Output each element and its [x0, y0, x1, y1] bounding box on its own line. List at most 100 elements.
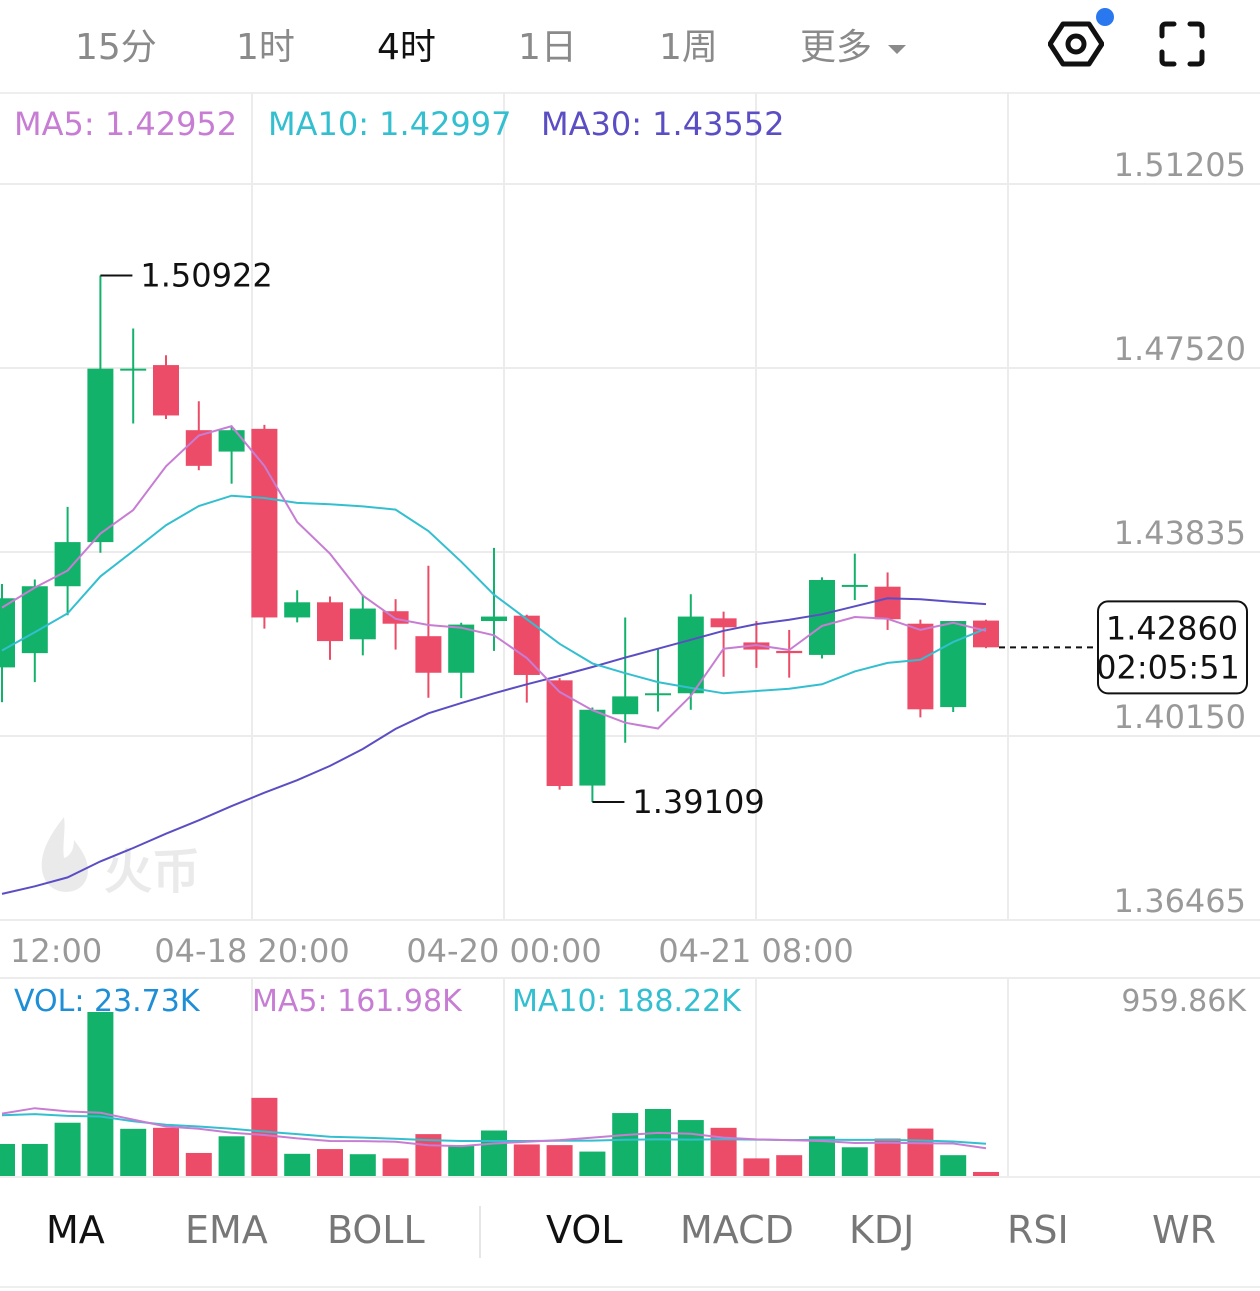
indicator-tab-wr[interactable]: WR [1152, 1208, 1216, 1252]
candle [579, 707, 606, 803]
settings-gear-icon [1047, 21, 1105, 67]
candle [153, 355, 179, 420]
timeframe-tab-1w[interactable]: 1周 [659, 27, 718, 68]
candle [645, 649, 671, 712]
timeframe-more-dropdown[interactable]: 更多 [800, 18, 907, 70]
indicator-tab-boll[interactable]: BOLL [327, 1208, 425, 1252]
settings-button[interactable] [1047, 16, 1105, 72]
candle-body [612, 696, 639, 715]
candle [284, 590, 311, 623]
volume-bar [382, 1158, 409, 1176]
volume-bar [317, 1149, 343, 1176]
volume-ma10-line [1, 1113, 987, 1145]
candle [710, 611, 737, 677]
ma5-legend: MA5: 1.42952 [14, 105, 237, 143]
volume-bar [809, 1136, 835, 1176]
candle [251, 424, 278, 629]
watermark-text: 火币 [104, 844, 200, 900]
countdown-label: 02:05:51 [1096, 648, 1240, 686]
volume-bar [973, 1171, 999, 1176]
candle-body [907, 623, 934, 710]
indicator-tab-macd[interactable]: MACD [680, 1208, 794, 1252]
volume-bar [349, 1154, 376, 1176]
candle-body [841, 584, 868, 587]
timeframe-tab-15m[interactable]: 15分 [75, 27, 157, 68]
vol-max-label: 959.86K [1121, 984, 1247, 1019]
volume-bar [940, 1155, 967, 1176]
candle [120, 328, 147, 424]
candle [841, 553, 868, 601]
ma10-legend: MA10: 1.42997 [268, 105, 512, 143]
timeframe-tab-4h[interactable]: 4时 [377, 27, 436, 68]
volume-bar [153, 1127, 179, 1176]
candlestick-chart[interactable]: 火币 MA5: 1.42952 MA10: 1.42997 MA30: 1.43… [0, 92, 1260, 1176]
candle-body [120, 368, 147, 371]
low-price-label: 1.39109 [632, 783, 764, 821]
price-axis-label: 1.36465 [1114, 882, 1246, 920]
volume-bar [677, 1120, 704, 1176]
indicator-tab-ma[interactable]: MA [46, 1208, 105, 1252]
candle [907, 619, 934, 718]
candle-body [874, 586, 901, 620]
volume-bar [907, 1128, 934, 1176]
ma30-line [1, 597, 987, 895]
price-axis-label: 1.40150 [1114, 698, 1246, 736]
current-price-box: 1.42860 02:05:51 [1096, 600, 1248, 695]
candle [481, 547, 507, 651]
candle [87, 275, 114, 553]
vol-ma5-legend: MA5: 161.98K [252, 984, 463, 1019]
fullscreen-button[interactable] [1156, 18, 1208, 70]
candle-body [809, 580, 835, 655]
candle-body [415, 636, 442, 673]
volume-bar [612, 1113, 639, 1176]
candle [546, 678, 573, 790]
candle [809, 577, 835, 659]
indicator-tab-ema[interactable]: EMA [185, 1208, 268, 1252]
candle-body [940, 621, 967, 708]
candle-body [153, 365, 179, 416]
candle-body [710, 618, 737, 628]
volume-bar [579, 1151, 606, 1176]
volume-bar [251, 1097, 278, 1176]
time-axis-label: 12:00 [10, 932, 102, 970]
time-axis-label: 04-21 08:00 [658, 932, 853, 970]
timeframe-tab-1h[interactable]: 1时 [236, 27, 295, 68]
candle [21, 579, 48, 683]
fullscreen-icon [1159, 21, 1205, 67]
price-axis-label: 1.51205 [1114, 146, 1246, 184]
volume-bar [284, 1153, 311, 1176]
volume-bar [448, 1145, 475, 1176]
indicator-tab-kdj[interactable]: KDJ [849, 1208, 915, 1252]
chevron-down-icon [888, 44, 907, 54]
timeframe-more-label: 更多 [800, 27, 873, 68]
candle-body [284, 602, 311, 618]
current-price-label: 1.42860 [1106, 609, 1238, 647]
chart-grid [0, 92, 1260, 1176]
indicator-tab-vol[interactable]: VOL [546, 1208, 623, 1252]
candle-body [21, 586, 48, 654]
volume-bar [546, 1145, 573, 1176]
indicator-tab-rsi[interactable]: RSI [1007, 1208, 1069, 1252]
candle-body [776, 650, 803, 654]
timeframe-tab-1d[interactable]: 1日 [518, 27, 577, 68]
volume-bar [776, 1155, 803, 1176]
time-axis-label: 04-18 20:00 [154, 932, 349, 970]
volume-bar [21, 1143, 48, 1176]
indicator-bar: MA EMA BOLL VOL MACD KDJ RSI WR [0, 1176, 1260, 1288]
candle [973, 619, 999, 649]
volume-bar [54, 1122, 81, 1176]
notification-dot [1096, 8, 1114, 26]
volume-bar [743, 1158, 770, 1176]
vol-ma10-legend: MA10: 188.22K [512, 984, 742, 1019]
price-axis-label: 1.43835 [1114, 514, 1246, 552]
candle-body [973, 620, 999, 648]
volume-bar [874, 1138, 901, 1176]
volume-ma5-line [1, 1107, 987, 1150]
candle [218, 427, 245, 484]
ma10-line [1, 494, 987, 695]
indicator-divider [479, 1206, 481, 1258]
volume-bar [0, 1143, 15, 1176]
candle-body [546, 680, 573, 787]
volume-bar [481, 1130, 507, 1176]
candle-body [0, 598, 15, 668]
